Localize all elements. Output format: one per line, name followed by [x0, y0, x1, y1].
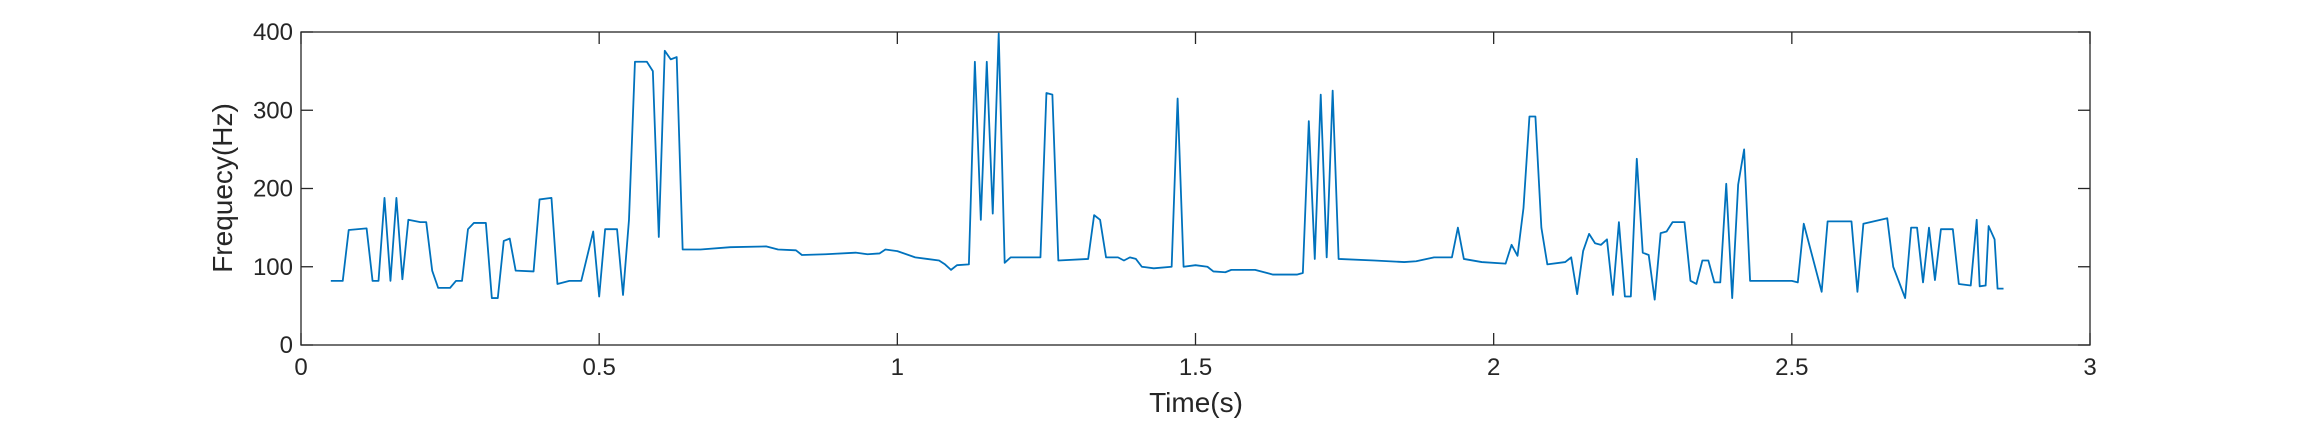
- y-tick-label: 200: [253, 176, 293, 203]
- y-tick-label: 0: [280, 332, 293, 359]
- x-tick-label: 1.5: [1179, 354, 1212, 381]
- axes-box: [300, 31, 2091, 346]
- x-tick-label: 1: [891, 354, 904, 381]
- x-tick-label: 2: [1487, 354, 1500, 381]
- x-tick-label: 0.5: [582, 354, 615, 381]
- data-line: [330, 32, 2004, 301]
- y-tick-label: 100: [253, 254, 293, 281]
- plot-area: [301, 32, 2090, 345]
- y-axis-label: Frequecy(Hz): [207, 103, 238, 273]
- x-tick-label: 0: [294, 354, 307, 381]
- y-tick-label: 400: [253, 19, 293, 46]
- y-tick-label: 300: [253, 97, 293, 124]
- x-tick-label: 3: [2083, 354, 2096, 381]
- x-axis-label: Time(s): [1149, 387, 1243, 418]
- x-tick-label: 2.5: [1775, 354, 1808, 381]
